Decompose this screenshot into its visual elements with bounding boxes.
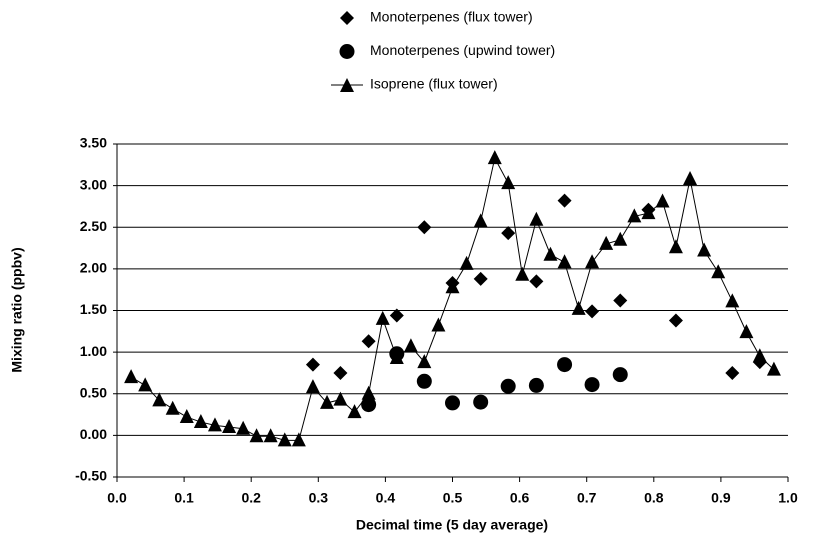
triangle-marker [515,266,530,281]
triangle-marker [124,369,139,384]
triangle-marker [236,420,251,435]
diamond-marker [668,313,683,328]
triangle-marker [222,419,237,434]
y-tick-label: 2.00 [80,260,107,276]
triangle-marker [501,175,516,190]
x-tick-label: 0.2 [241,490,261,506]
x-axis-title: Decimal time (5 day average) [356,517,548,533]
triangle-marker [361,385,376,400]
triangle-marker [403,338,418,353]
circle-marker [612,367,628,383]
circle-marker [445,395,460,411]
x-tick-label: 0.1 [174,490,194,506]
triangle-marker [725,293,740,308]
x-tick-label: 0.3 [309,490,329,506]
diamond-marker [473,271,488,286]
legend-text: Isoprene (flux tower) [370,76,498,92]
circle-marker [584,377,600,393]
x-tick-label: 0.9 [711,490,731,506]
triangle-marker [641,205,656,220]
diamond-marker [613,293,628,308]
y-tick-label: 1.50 [80,301,107,317]
triangle-marker [766,361,781,376]
triangle-marker [683,170,698,185]
triangle-marker [752,348,767,363]
diamond-marker [585,304,600,319]
y-tick-label: 1.00 [80,343,107,359]
triangle-marker [445,279,460,294]
diamond-marker [725,365,740,380]
y-tick-label: 3.00 [80,176,107,192]
y-tick-label: 3.50 [80,135,107,151]
triangle-marker [571,300,586,315]
triangle-marker [291,432,306,447]
triangle-marker [668,239,683,254]
triangle-marker [739,324,754,339]
legend-marker [340,11,354,25]
triangle-marker [711,264,726,279]
x-tick-label: 0.8 [644,490,664,506]
triangle-marker [320,394,335,409]
triangle-marker [627,208,642,223]
x-tick-label: 0.5 [443,490,463,506]
triangle-marker [585,254,600,269]
x-tick-label: 1.0 [778,490,798,506]
circle-marker [416,373,432,389]
triangle-marker [417,354,432,369]
diamond-marker [305,357,320,372]
circle-marker [361,397,377,413]
triangle-marker [655,193,670,208]
circle-marker [528,377,544,393]
circle-marker [473,394,489,410]
triangle-marker [305,379,320,394]
circle-marker [500,378,516,394]
x-tick-label: 0.7 [577,490,597,506]
y-tick-label: 2.50 [80,218,107,234]
triangle-marker [207,417,222,432]
legend-marker [339,44,355,59]
triangle-marker [557,254,572,269]
triangle-marker [138,377,153,392]
triangle-marker [152,392,167,407]
triangle-marker [165,400,180,415]
triangle-marker [613,231,628,246]
triangle-marker [277,432,292,447]
y-tick-label: -0.50 [75,468,107,484]
triangle-marker [473,213,488,228]
triangle-marker [431,317,446,332]
diamond-marker [501,226,516,241]
y-axis-title: Mixing ratio (ppbv) [9,247,25,372]
diamond-marker [529,274,544,289]
diamond-marker [557,193,572,208]
triangle-marker [375,310,390,325]
triangle-marker [697,242,712,257]
diamond-marker [389,308,404,323]
x-tick-label: 0.6 [510,490,530,506]
triangle-marker [487,150,502,165]
triangle-marker [333,391,348,406]
legend-marker [340,78,354,92]
x-tick-label: 0.0 [107,490,127,506]
triangle-marker [389,349,404,364]
circle-marker [557,357,573,373]
y-tick-label: 0.00 [80,426,107,442]
x-tick-label: 0.4 [376,490,396,506]
triangle-marker [599,235,614,250]
diamond-marker [361,334,376,349]
triangle-marker [347,404,362,419]
triangle-marker [459,255,474,270]
triangle-marker [249,428,264,443]
triangle-marker [529,211,544,226]
legend-text: Monoterpenes (upwind tower) [370,42,555,58]
triangle-marker [179,409,194,424]
legend-text: Monoterpenes (flux tower) [370,9,533,25]
triangle-marker [263,428,278,443]
triangle-marker [543,246,558,261]
triangle-marker [193,414,208,429]
diamond-marker [417,220,432,235]
y-tick-label: 0.50 [80,384,107,400]
diamond-marker [333,365,348,380]
